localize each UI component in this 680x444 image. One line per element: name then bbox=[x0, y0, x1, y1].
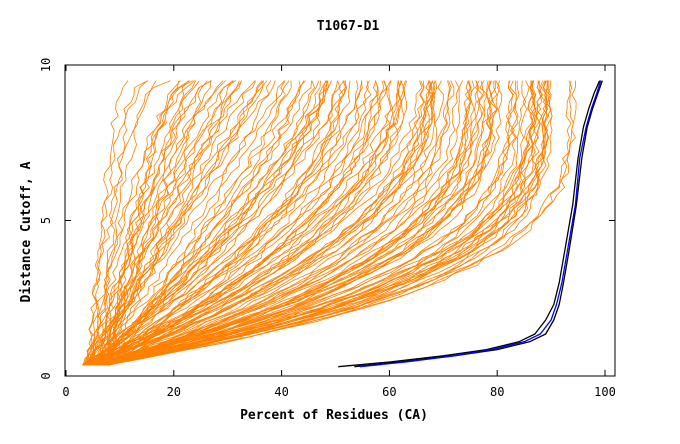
model-series-line bbox=[87, 80, 472, 366]
x-tick-label: 40 bbox=[274, 385, 288, 399]
model-series-line bbox=[97, 80, 491, 366]
model-series-line bbox=[92, 80, 157, 366]
model-series-line bbox=[88, 80, 403, 366]
model-series-line bbox=[105, 80, 402, 366]
model-series-line bbox=[103, 80, 242, 366]
y-tick-label: 10 bbox=[39, 58, 53, 72]
model-series-line bbox=[108, 80, 388, 366]
model-series-line bbox=[97, 80, 363, 366]
y-tick-label: 0 bbox=[39, 372, 53, 379]
model-series-line bbox=[106, 80, 407, 366]
model-series-line bbox=[97, 80, 369, 366]
series-layer bbox=[82, 80, 603, 368]
model-series-line bbox=[85, 80, 392, 366]
x-tick-label: 80 bbox=[490, 385, 504, 399]
model-series-line bbox=[101, 80, 485, 366]
highlight-series-line bbox=[338, 80, 601, 368]
model-series-line bbox=[94, 80, 329, 366]
model-series-line bbox=[95, 80, 452, 366]
model-series-line bbox=[89, 80, 463, 366]
model-series-line bbox=[87, 80, 329, 366]
model-series-line bbox=[90, 80, 535, 366]
model-series-line bbox=[104, 80, 328, 366]
model-series-line bbox=[85, 80, 423, 366]
model-series-line bbox=[108, 80, 481, 366]
model-series-line bbox=[104, 80, 493, 366]
model-series-line bbox=[88, 80, 475, 366]
model-series-line bbox=[107, 80, 285, 366]
model-series-line bbox=[83, 80, 517, 366]
model-series-line bbox=[94, 80, 460, 366]
model-series-line bbox=[97, 80, 256, 366]
model-series-line bbox=[99, 80, 292, 366]
model-series-line bbox=[87, 80, 256, 366]
y-tick-label: 5 bbox=[39, 217, 53, 224]
model-series-line bbox=[86, 80, 189, 366]
model-series-line bbox=[97, 80, 514, 366]
model-series-line bbox=[90, 80, 272, 366]
model-series-line bbox=[94, 80, 351, 366]
model-series-line bbox=[85, 80, 543, 366]
model-series-line bbox=[88, 80, 432, 366]
model-series-line bbox=[85, 80, 332, 366]
model-series-line bbox=[84, 80, 321, 366]
highlight-series-line bbox=[354, 80, 603, 368]
model-series-line bbox=[93, 80, 276, 366]
model-series-line bbox=[99, 80, 492, 366]
chart-title: T1067-D1 bbox=[317, 19, 380, 34]
model-series-line bbox=[91, 80, 520, 366]
model-series-line bbox=[88, 80, 129, 366]
model-series-line bbox=[98, 80, 577, 366]
x-tick-label: 100 bbox=[594, 385, 616, 399]
x-axis-label: Percent of Residues (CA) bbox=[240, 408, 428, 423]
model-series-line bbox=[95, 80, 200, 366]
model-series-line bbox=[87, 80, 193, 366]
model-series-line bbox=[85, 80, 290, 366]
model-series-line bbox=[82, 80, 286, 366]
x-tick-label: 60 bbox=[382, 385, 396, 399]
model-series-line bbox=[87, 80, 243, 366]
model-series-line bbox=[99, 80, 450, 366]
model-series-line bbox=[82, 80, 426, 366]
model-series-line bbox=[84, 80, 379, 366]
x-tick-label: 20 bbox=[167, 385, 181, 399]
model-series-line bbox=[89, 80, 399, 366]
model-series-line bbox=[86, 80, 226, 366]
model-series-line bbox=[93, 80, 471, 366]
model-series-line bbox=[91, 80, 436, 366]
model-series-line bbox=[106, 80, 268, 366]
model-series-line bbox=[88, 80, 197, 366]
model-series-line bbox=[95, 80, 212, 366]
model-series-line bbox=[98, 80, 196, 366]
model-series-line bbox=[104, 80, 433, 366]
model-series-line bbox=[86, 80, 149, 366]
model-series-line bbox=[82, 80, 346, 366]
model-series-line bbox=[102, 80, 503, 366]
model-series-line bbox=[87, 80, 553, 366]
model-series-line bbox=[102, 80, 387, 366]
model-series-line bbox=[93, 80, 445, 366]
axis-layer: 0 20 40 60 80 100 0 5 10 bbox=[39, 58, 616, 399]
y-axis-label: Distance Cutoff, A bbox=[19, 161, 34, 302]
model-series-line bbox=[86, 80, 498, 366]
model-series-line bbox=[88, 80, 240, 366]
model-series-line bbox=[101, 80, 519, 366]
highlight-series-line bbox=[359, 80, 602, 368]
x-tick-label: 0 bbox=[62, 385, 69, 399]
model-series-line bbox=[92, 80, 537, 366]
model-series-line bbox=[106, 80, 212, 366]
